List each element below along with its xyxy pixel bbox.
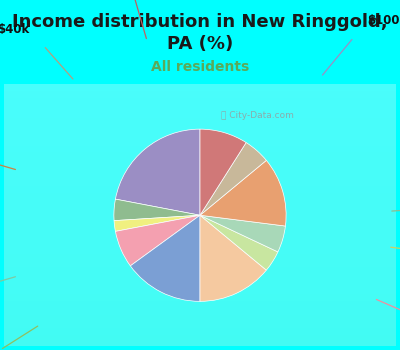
Text: $100k: $100k <box>367 14 400 27</box>
Wedge shape <box>200 215 266 301</box>
Wedge shape <box>116 129 200 215</box>
Wedge shape <box>200 160 286 226</box>
Wedge shape <box>200 215 278 270</box>
Wedge shape <box>130 215 200 301</box>
Text: ⓘ City-Data.com: ⓘ City-Data.com <box>221 111 294 120</box>
Wedge shape <box>116 215 200 266</box>
Wedge shape <box>200 215 286 252</box>
Wedge shape <box>200 142 266 215</box>
Wedge shape <box>200 129 246 215</box>
Text: $40k: $40k <box>0 23 29 36</box>
Text: Income distribution in New Ringgold,
PA (%): Income distribution in New Ringgold, PA … <box>12 13 388 53</box>
Wedge shape <box>114 215 200 231</box>
Wedge shape <box>114 199 200 220</box>
Text: All residents: All residents <box>151 60 249 74</box>
